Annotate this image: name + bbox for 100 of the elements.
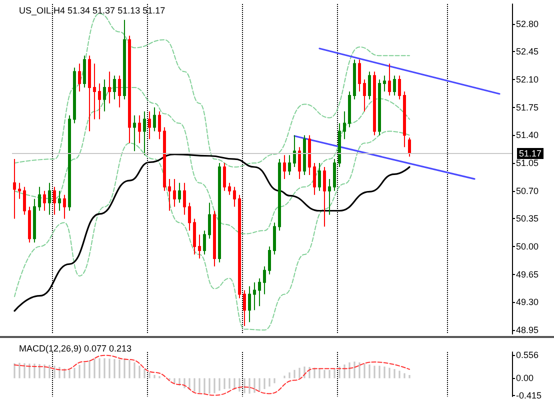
candlestick xyxy=(148,110,151,140)
candlestick xyxy=(333,158,336,192)
candlestick xyxy=(188,202,191,232)
candlestick xyxy=(378,79,381,136)
candlestick xyxy=(373,71,376,136)
candlestick xyxy=(178,182,181,204)
candlestick xyxy=(268,246,271,275)
candlestick xyxy=(363,79,366,112)
candlestick xyxy=(118,75,121,108)
candlestick xyxy=(198,234,201,259)
candlestick xyxy=(63,194,66,220)
candlestick xyxy=(283,154,286,180)
y-tick-label: -0.415 xyxy=(516,390,542,400)
candlestick xyxy=(408,137,411,158)
candlestick xyxy=(393,75,396,96)
candlestick xyxy=(243,290,246,327)
candlestick xyxy=(308,134,311,176)
candlestick xyxy=(13,158,16,220)
candlestick xyxy=(88,55,91,132)
candlestick xyxy=(163,126,166,192)
candlestick xyxy=(288,154,291,176)
candlestick xyxy=(208,202,211,240)
candlestick xyxy=(298,146,301,180)
candlestick xyxy=(153,106,156,132)
y-tick-label: 50.35 xyxy=(516,214,539,224)
candlestick xyxy=(218,162,221,263)
y-tick-label: 52.45 xyxy=(516,46,539,57)
y-tick-label: 49.65 xyxy=(516,269,539,280)
candlestick xyxy=(98,83,101,120)
candlestick xyxy=(258,278,261,307)
candlestick xyxy=(338,122,341,168)
candlestick xyxy=(203,230,206,255)
y-tick-label: 52.10 xyxy=(516,74,539,85)
candlestick xyxy=(108,71,111,104)
candlestick xyxy=(353,59,356,100)
candlestick xyxy=(398,75,401,100)
candlestick xyxy=(383,75,386,92)
candlestick xyxy=(263,266,266,295)
candlestick xyxy=(193,218,196,255)
candlestick xyxy=(23,186,26,216)
candlestick xyxy=(78,63,81,92)
candlestick xyxy=(133,114,136,152)
y-tick-label: 51.40 xyxy=(516,130,539,140)
candlestick xyxy=(253,282,256,311)
candlestick xyxy=(358,59,361,92)
y-tick-label: 49.30 xyxy=(516,297,539,308)
candlestick xyxy=(58,190,61,212)
y-tick-label: 51.05 xyxy=(516,158,539,168)
candlestick xyxy=(313,162,316,196)
candlestick xyxy=(128,35,131,144)
candlestick xyxy=(213,210,216,267)
chart-title: MACD(12,26,9) 0.077 0.213 xyxy=(19,344,132,354)
candlestick xyxy=(173,178,176,208)
candlestick xyxy=(228,182,231,196)
candlestick xyxy=(93,63,96,120)
candlestick xyxy=(143,110,146,156)
candlestick xyxy=(303,134,306,176)
line-series xyxy=(14,86,410,234)
candlestick xyxy=(123,19,126,100)
candlestick xyxy=(318,162,321,192)
candlestick xyxy=(18,182,21,200)
candlestick xyxy=(138,114,141,144)
candlestick xyxy=(388,63,391,96)
candlestick xyxy=(168,178,171,212)
ref-line-label: 51.17 xyxy=(519,148,542,158)
candlestick xyxy=(223,162,226,192)
candlestick xyxy=(323,166,326,228)
y-tick-label: 51.75 xyxy=(516,102,539,112)
candlestick xyxy=(113,75,116,100)
candlestick xyxy=(73,67,76,124)
line-series xyxy=(14,130,410,331)
candlestick xyxy=(158,110,161,140)
candlestick xyxy=(103,79,106,112)
candlestick xyxy=(273,222,276,255)
chart-title: US_OIL,H4 51.34 51.37 51.13 51.17 xyxy=(19,6,166,16)
candlestick xyxy=(278,158,281,232)
candlestick xyxy=(53,186,56,216)
candlestick xyxy=(183,182,186,216)
y-tick-label: 50.00 xyxy=(516,242,539,252)
y-tick-label: 48.95 xyxy=(516,325,539,336)
candlestick xyxy=(38,186,41,212)
candlestick xyxy=(233,186,236,208)
candlestick xyxy=(33,198,36,244)
candlestick xyxy=(83,55,86,88)
candlestick xyxy=(28,206,31,244)
line-series xyxy=(14,354,410,396)
y-tick-label: 0.00 xyxy=(516,373,534,384)
candlestick xyxy=(328,178,331,216)
candlestick xyxy=(43,190,46,212)
candlestick xyxy=(68,114,71,212)
y-tick-label: 0.556 xyxy=(516,350,539,360)
candlestick xyxy=(348,90,351,128)
candlestick xyxy=(368,71,371,100)
y-tick-label: 52.80 xyxy=(516,18,539,29)
candlestick xyxy=(403,90,406,148)
y-tick-label: 50.70 xyxy=(516,186,539,196)
candlestick xyxy=(293,134,296,168)
candlestick xyxy=(48,182,51,216)
candlestick xyxy=(248,286,251,323)
candlestick xyxy=(238,194,241,299)
